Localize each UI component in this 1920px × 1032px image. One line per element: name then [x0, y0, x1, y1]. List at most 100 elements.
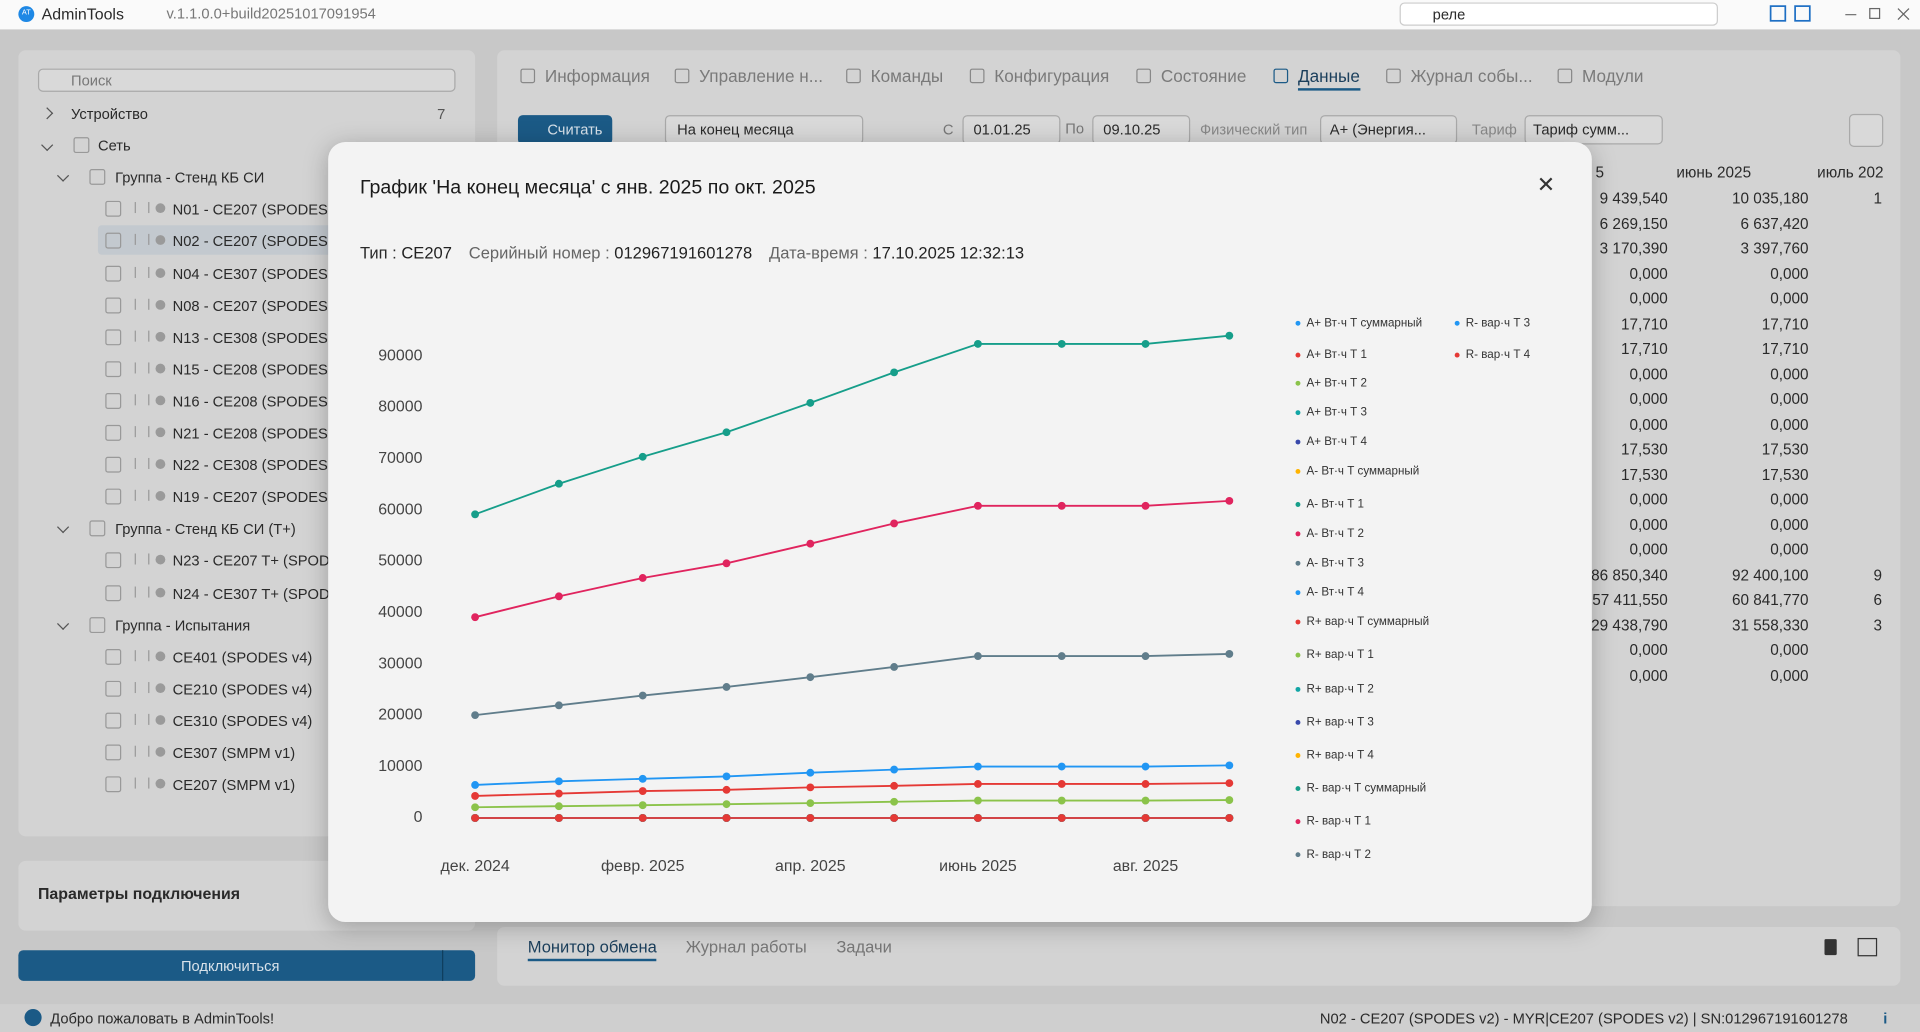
table-cell: 0,000: [1629, 290, 1667, 307]
tab[interactable]: Данные: [1298, 66, 1360, 90]
table-cell: 9 439,540: [1600, 190, 1668, 207]
connection-title: Параметры подключения: [38, 885, 240, 902]
checkbox[interactable]: [105, 297, 121, 313]
device-node[interactable]: N16 - CE208 (SPODES v2): [173, 393, 353, 410]
device-node[interactable]: N02 - CE207 (SPODES v2): [173, 233, 353, 250]
group-node[interactable]: Группа - Стенд КБ СИ: [115, 169, 264, 186]
tab[interactable]: Модули: [1582, 66, 1643, 86]
data-point: [555, 802, 563, 810]
table-cell: 1: [1874, 190, 1883, 207]
table-cell: 3 397,760: [1740, 240, 1808, 257]
status-info[interactable]: i: [1883, 1010, 1887, 1027]
data-point: [890, 782, 898, 790]
checkbox[interactable]: [105, 201, 121, 217]
bottom-tab[interactable]: Задачи: [836, 938, 892, 956]
checkbox[interactable]: [105, 457, 121, 473]
data-point: [890, 368, 898, 376]
tab[interactable]: Конфигурация: [994, 66, 1109, 86]
checkbox[interactable]: [105, 649, 121, 665]
device-node[interactable]: N08 - CE207 (SPODES v2): [173, 297, 353, 314]
bottom-tab[interactable]: Журнал работы: [686, 938, 807, 956]
tree-node[interactable]: Сеть: [98, 137, 131, 154]
table-cell: 0,000: [1770, 541, 1808, 558]
device-node[interactable]: N22 - CE308 (SPODES v4): [173, 457, 353, 474]
checkbox[interactable]: [105, 744, 121, 760]
tab[interactable]: Журнал собы...: [1411, 66, 1533, 86]
data-point: [974, 502, 982, 510]
layout-icon[interactable]: [1795, 6, 1810, 21]
checkbox[interactable]: [89, 617, 105, 633]
clear-icon[interactable]: [1824, 939, 1836, 955]
group-node[interactable]: Группа - Испытания: [115, 617, 250, 634]
from-label: С: [943, 121, 954, 138]
table-cell: 0,000: [1770, 391, 1808, 408]
device-node[interactable]: N13 - CE308 (SPODES v2): [173, 329, 353, 346]
layout-icon[interactable]: [1771, 6, 1786, 21]
checkbox[interactable]: [105, 713, 121, 729]
checkbox[interactable]: [105, 776, 121, 792]
data-point: [1225, 497, 1233, 505]
app-logo: AT: [18, 6, 34, 22]
chart-button[interactable]: [1849, 114, 1883, 147]
device-node[interactable]: CE307 (SMPM v1): [173, 744, 295, 761]
table-cell: 0,000: [1770, 290, 1808, 307]
device-node[interactable]: N24 - CE307 T+ (SPODES: [173, 585, 350, 602]
data-point: [471, 711, 479, 719]
table-cell: 0,000: [1629, 416, 1667, 433]
device-node[interactable]: N01 - CE207 (SPODES v2): [173, 201, 353, 218]
device-node[interactable]: CE401 (SPODES v4): [173, 649, 313, 666]
table-cell: 0,000: [1770, 491, 1808, 508]
device-node[interactable]: N15 - CE208 (SPODES v2): [173, 361, 353, 378]
checkbox[interactable]: [105, 233, 121, 249]
legend-marker: [1296, 786, 1301, 791]
group-node[interactable]: Группа - Стенд КБ СИ (Т+): [115, 521, 296, 538]
checkbox[interactable]: [89, 521, 105, 537]
table-cell: 9: [1874, 566, 1883, 583]
data-table: 5июнь 2025июль 2029 439,54010 035,18016 …: [1555, 157, 1883, 696]
checkbox[interactable]: [105, 425, 121, 441]
device-node[interactable]: CE207 (SMPM v1): [173, 776, 295, 793]
status-dot: [156, 587, 166, 597]
restore[interactable]: [1870, 9, 1880, 19]
table-cell: 17,530: [1762, 441, 1809, 458]
y-tick-label: 80000: [378, 399, 422, 416]
bottom-tab[interactable]: Монитор обмена: [528, 938, 657, 961]
status-dot: [156, 683, 166, 693]
tab[interactable]: Управление н...: [699, 66, 823, 86]
device-node[interactable]: N21 - CE208 (SPODES v4): [173, 425, 353, 442]
checkbox[interactable]: [105, 585, 121, 601]
checkbox[interactable]: [105, 393, 121, 409]
checkbox[interactable]: [105, 361, 121, 377]
series-line: [475, 783, 1229, 796]
checkbox[interactable]: [105, 489, 121, 505]
device-node[interactable]: N19 - CE207 (SPODES v4): [173, 489, 353, 506]
device-icon: [135, 682, 150, 693]
to-label: По: [1065, 120, 1084, 137]
checkbox[interactable]: [89, 169, 105, 185]
tab[interactable]: Информация: [545, 66, 650, 86]
device-node[interactable]: CE210 (SPODES v4): [173, 681, 313, 698]
tab[interactable]: Команды: [871, 66, 944, 86]
device-node[interactable]: N23 - CE207 T+ (SPODES: [173, 553, 350, 570]
data-point: [471, 814, 479, 822]
close-window[interactable]: [1898, 9, 1909, 20]
tree-node[interactable]: Устройство: [71, 105, 148, 122]
checkbox[interactable]: [73, 137, 89, 153]
app-name[interactable]: AdminTools: [42, 6, 124, 23]
y-tick-label: 70000: [378, 450, 422, 467]
data-point: [1142, 763, 1150, 771]
export-icon[interactable]: [1858, 938, 1878, 956]
tab[interactable]: Состояние: [1161, 66, 1247, 86]
connect-split[interactable]: [442, 950, 443, 981]
data-point: [974, 780, 982, 788]
checkbox[interactable]: [105, 265, 121, 281]
device-node[interactable]: CE310 (SPODES v4): [173, 713, 313, 730]
legend-marker: [1296, 852, 1301, 857]
checkbox[interactable]: [105, 681, 121, 697]
checkbox[interactable]: [105, 329, 121, 345]
status-message: Добро пожаловать в AdminTools!: [50, 1010, 274, 1027]
device-node[interactable]: N04 - CE307 (SPODES v2): [173, 265, 353, 282]
checkbox[interactable]: [105, 553, 121, 569]
